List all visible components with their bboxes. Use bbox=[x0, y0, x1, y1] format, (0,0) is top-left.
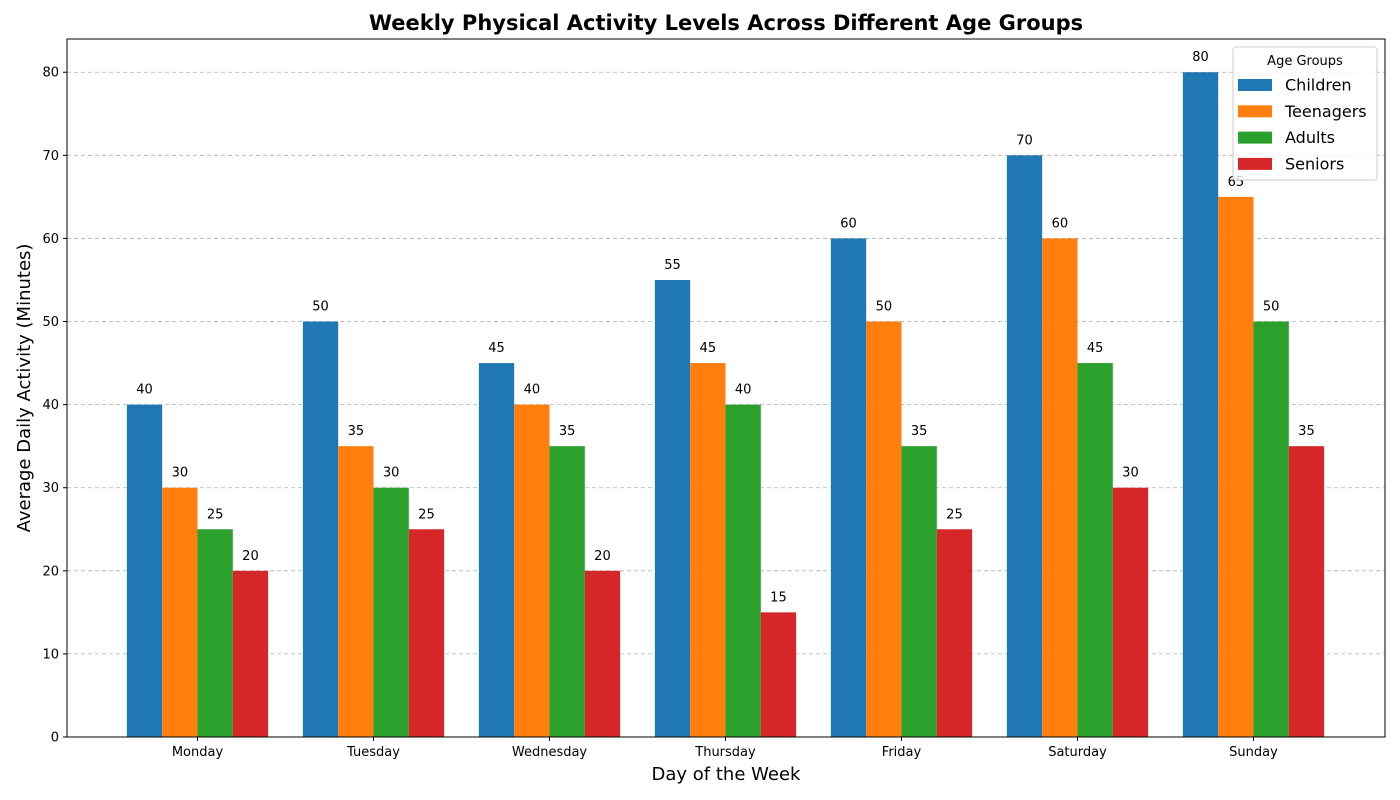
y-tick-label: 70 bbox=[42, 149, 59, 164]
bar-children-wednesday bbox=[478, 363, 515, 737]
chart-title: Weekly Physical Activity Levels Across D… bbox=[369, 11, 1083, 35]
data-label: 45 bbox=[700, 341, 717, 356]
y-tick-label: 50 bbox=[42, 315, 59, 330]
bar-teenagers-monday bbox=[162, 487, 198, 737]
data-label: 70 bbox=[1016, 133, 1033, 148]
data-label: 40 bbox=[735, 383, 752, 398]
bar-adults-monday bbox=[197, 529, 233, 737]
data-label: 15 bbox=[770, 590, 787, 605]
x-tick-label: Monday bbox=[172, 745, 224, 760]
legend-swatch-children bbox=[1238, 79, 1272, 91]
bar-seniors-tuesday bbox=[408, 529, 445, 737]
data-label: 25 bbox=[418, 507, 435, 522]
bar-adults-thursday bbox=[725, 404, 761, 737]
x-tick-label: Wednesday bbox=[512, 745, 588, 760]
bar-seniors-monday bbox=[232, 570, 269, 737]
bar-children-saturday bbox=[1006, 155, 1043, 738]
bar-teenagers-wednesday bbox=[514, 404, 550, 737]
data-label: 40 bbox=[136, 383, 153, 398]
data-label: 20 bbox=[594, 549, 611, 564]
data-label: 60 bbox=[840, 216, 857, 231]
axes: 0 10 20 30 40 50 60 70 80 Monday Tuesday Wednesday T… bbox=[42, 38, 1386, 760]
bar-seniors-thursday bbox=[760, 612, 797, 737]
bar-children-sunday bbox=[1182, 72, 1219, 737]
data-label: 50 bbox=[312, 300, 329, 315]
bar-adults-saturday bbox=[1077, 363, 1113, 737]
bar-children-monday bbox=[126, 404, 163, 737]
x-tick-label: Tuesday bbox=[346, 745, 400, 760]
data-label: 60 bbox=[1052, 216, 1069, 231]
data-label: 30 bbox=[172, 466, 189, 481]
legend-label-seniors: Seniors bbox=[1285, 154, 1344, 173]
bar-children-thursday bbox=[654, 279, 691, 737]
y-tick-label: 80 bbox=[42, 66, 59, 81]
data-label: 55 bbox=[664, 258, 681, 273]
data-label: 45 bbox=[488, 341, 505, 356]
bar-seniors-sunday bbox=[1288, 446, 1325, 737]
legend-swatch-adults bbox=[1238, 131, 1272, 144]
legend-label-teenagers: Teenagers bbox=[1284, 102, 1367, 121]
bar-adults-sunday bbox=[1253, 321, 1289, 737]
data-label: 35 bbox=[1298, 424, 1315, 439]
y-tick-label: 40 bbox=[42, 398, 59, 413]
x-tick-label: Saturday bbox=[1048, 745, 1107, 760]
x-tick-label: Thursday bbox=[694, 745, 756, 760]
bar-teenagers-thursday bbox=[690, 363, 726, 737]
data-label: 30 bbox=[383, 466, 400, 481]
data-label: 80 bbox=[1192, 50, 1209, 65]
bar-teenagers-friday bbox=[866, 321, 902, 737]
data-label: 20 bbox=[242, 549, 259, 564]
data-label: 30 bbox=[1122, 466, 1139, 481]
legend-swatch-teenagers bbox=[1238, 105, 1272, 118]
bar-children-friday bbox=[830, 238, 867, 737]
bar-adults-tuesday bbox=[373, 487, 409, 737]
data-label: 40 bbox=[524, 383, 541, 398]
y-axis-label: Average Daily Activity (Minutes) bbox=[14, 244, 35, 533]
bar-seniors-friday bbox=[936, 529, 973, 737]
bar-children-tuesday bbox=[302, 321, 339, 737]
y-tick-label: 30 bbox=[42, 481, 59, 496]
data-label: 50 bbox=[1263, 300, 1280, 315]
data-label: 25 bbox=[946, 507, 963, 522]
data-label: 50 bbox=[876, 300, 893, 315]
bar-teenagers-saturday bbox=[1042, 238, 1078, 737]
data-label: 35 bbox=[559, 424, 576, 439]
data-label: 35 bbox=[911, 424, 928, 439]
legend-title: Age Groups bbox=[1267, 54, 1343, 69]
y-tick-label: 10 bbox=[42, 647, 59, 662]
y-tick-label: 60 bbox=[42, 232, 59, 247]
bar-teenagers-sunday bbox=[1218, 196, 1254, 737]
y-tick-label: 20 bbox=[42, 564, 59, 579]
bars bbox=[126, 72, 1325, 738]
data-labels: 4050455560708030354045506065253035403545… bbox=[136, 50, 1314, 605]
legend-swatch-seniors bbox=[1238, 157, 1272, 170]
legend-label-children: Children bbox=[1285, 76, 1352, 95]
data-label: 35 bbox=[348, 424, 365, 439]
y-tick-label: 0 bbox=[51, 731, 59, 746]
legend: Age Groups Children Teenagers Adults Seniors bbox=[1232, 46, 1378, 181]
data-label: 25 bbox=[207, 507, 224, 522]
data-label: 45 bbox=[1087, 341, 1104, 356]
legend-label-adults: Adults bbox=[1285, 128, 1335, 147]
x-tick-label: Friday bbox=[882, 745, 922, 760]
bar-teenagers-tuesday bbox=[338, 446, 374, 737]
bar-seniors-wednesday bbox=[584, 570, 621, 737]
bar-seniors-saturday bbox=[1112, 487, 1149, 737]
x-tick-label: Sunday bbox=[1229, 745, 1278, 760]
bar-adults-friday bbox=[901, 446, 937, 737]
x-axis-label: Day of the Week bbox=[652, 764, 801, 785]
bar-adults-wednesday bbox=[549, 446, 585, 737]
